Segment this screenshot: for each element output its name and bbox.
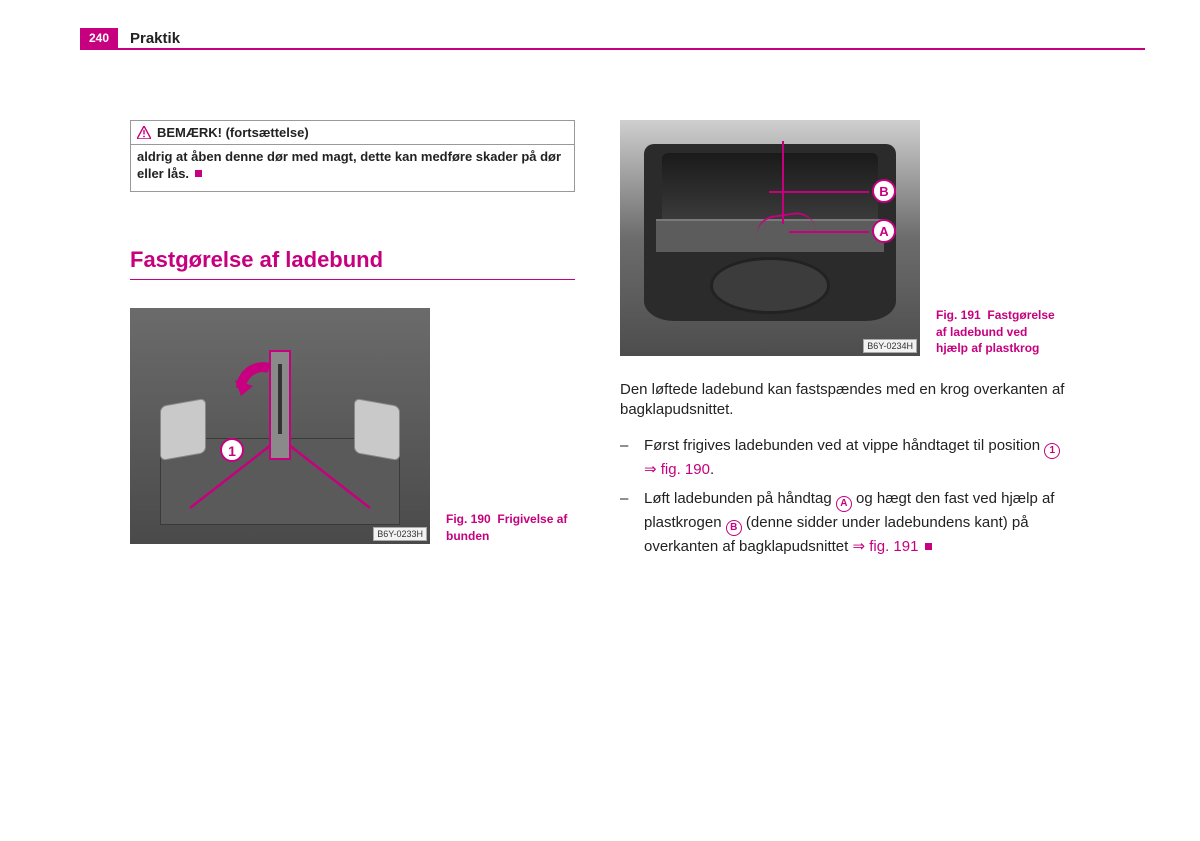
fig191-caption-prefix: Fig. 191 (936, 308, 981, 322)
section-rule (130, 279, 575, 280)
fig191-hook-strap (782, 141, 784, 224)
right-column: B A B6Y-0234H Fig. 191 Fastgørelse af la… (620, 120, 1065, 558)
ref-arrow-icon: ⇒ (852, 538, 865, 555)
fig191-lead-a (789, 231, 869, 233)
fig191-lead-b (769, 191, 869, 193)
step-dash: – (620, 488, 634, 558)
left-column: BEMÆRK! (fortsættelse) aldrig at åben de… (130, 120, 575, 544)
chapter-title: Praktik (130, 30, 180, 47)
step2-pre: Løft ladebunden på håndtag (644, 490, 836, 507)
ref-fig-191: fig. 191 (865, 538, 918, 555)
step1-post: . (710, 461, 714, 478)
warning-icon (137, 126, 151, 139)
fig191-id: B6Y-0234H (863, 339, 917, 353)
ref-fig-190: fig. 190 (657, 461, 710, 478)
caution-body: aldrig at åben denne dør med magt, dette… (131, 145, 574, 191)
step-item-2: – Løft ladebunden på håndtag A og hægt d… (620, 488, 1065, 558)
page-number-tab: 240 (80, 28, 118, 48)
figure-191-caption: Fig. 191 Fastgørelse af ladebund ved hjæ… (936, 307, 1061, 356)
fig190-caption-prefix: Fig. 190 (446, 512, 491, 526)
step-list: – Først frigives ladebunden ved at vippe… (620, 435, 1065, 559)
caution-box: BEMÆRK! (fortsættelse) aldrig at åben de… (130, 120, 575, 192)
figure-191: B A B6Y-0234H (620, 120, 920, 356)
callout-1-inline: 1 (1044, 443, 1060, 459)
ref-arrow-icon: ⇒ (644, 461, 657, 478)
callout-b-inline: B (726, 520, 742, 536)
section-title: Fastgørelse af ladebund (130, 247, 575, 273)
fig190-arrow-icon (229, 360, 279, 410)
caution-heading-text: BEMÆRK! (fortsættelse) (157, 125, 309, 140)
step-1-text: Først frigives ladebunden ved at vippe h… (644, 435, 1065, 481)
fig190-callout-1: 1 (220, 438, 244, 462)
fig191-callout-b: B (872, 179, 896, 203)
end-mark-icon (195, 170, 202, 177)
fig190-id: B6Y-0233H (373, 527, 427, 541)
callout-a-inline: A (836, 496, 852, 512)
fig191-rear-glass (662, 153, 878, 219)
step-item-1: – Først frigives ladebunden ved at vippe… (620, 435, 1065, 481)
end-mark-icon (925, 543, 932, 550)
fig191-callout-a: A (872, 219, 896, 243)
figure-190-caption: Fig. 190 Frigivelse af bunden (446, 511, 571, 543)
caution-heading: BEMÆRK! (fortsættelse) (131, 121, 574, 145)
step1-pre: Først frigives ladebunden ved at vippe h… (644, 437, 1044, 454)
header-rule (80, 48, 1145, 50)
figure-190-block: 1 B6Y-0233H Fig. 190 Frigivelse af bunde… (130, 308, 575, 544)
step-2-text: Løft ladebunden på håndtag A og hægt den… (644, 488, 1065, 558)
step-dash: – (620, 435, 634, 481)
figure-190: 1 B6Y-0233H (130, 308, 430, 544)
fig191-spare-well (710, 257, 830, 314)
intro-paragraph: Den løftede ladebund kan fastspændes med… (620, 380, 1065, 421)
figure-191-block: B A B6Y-0234H Fig. 191 Fastgørelse af la… (620, 120, 1065, 356)
